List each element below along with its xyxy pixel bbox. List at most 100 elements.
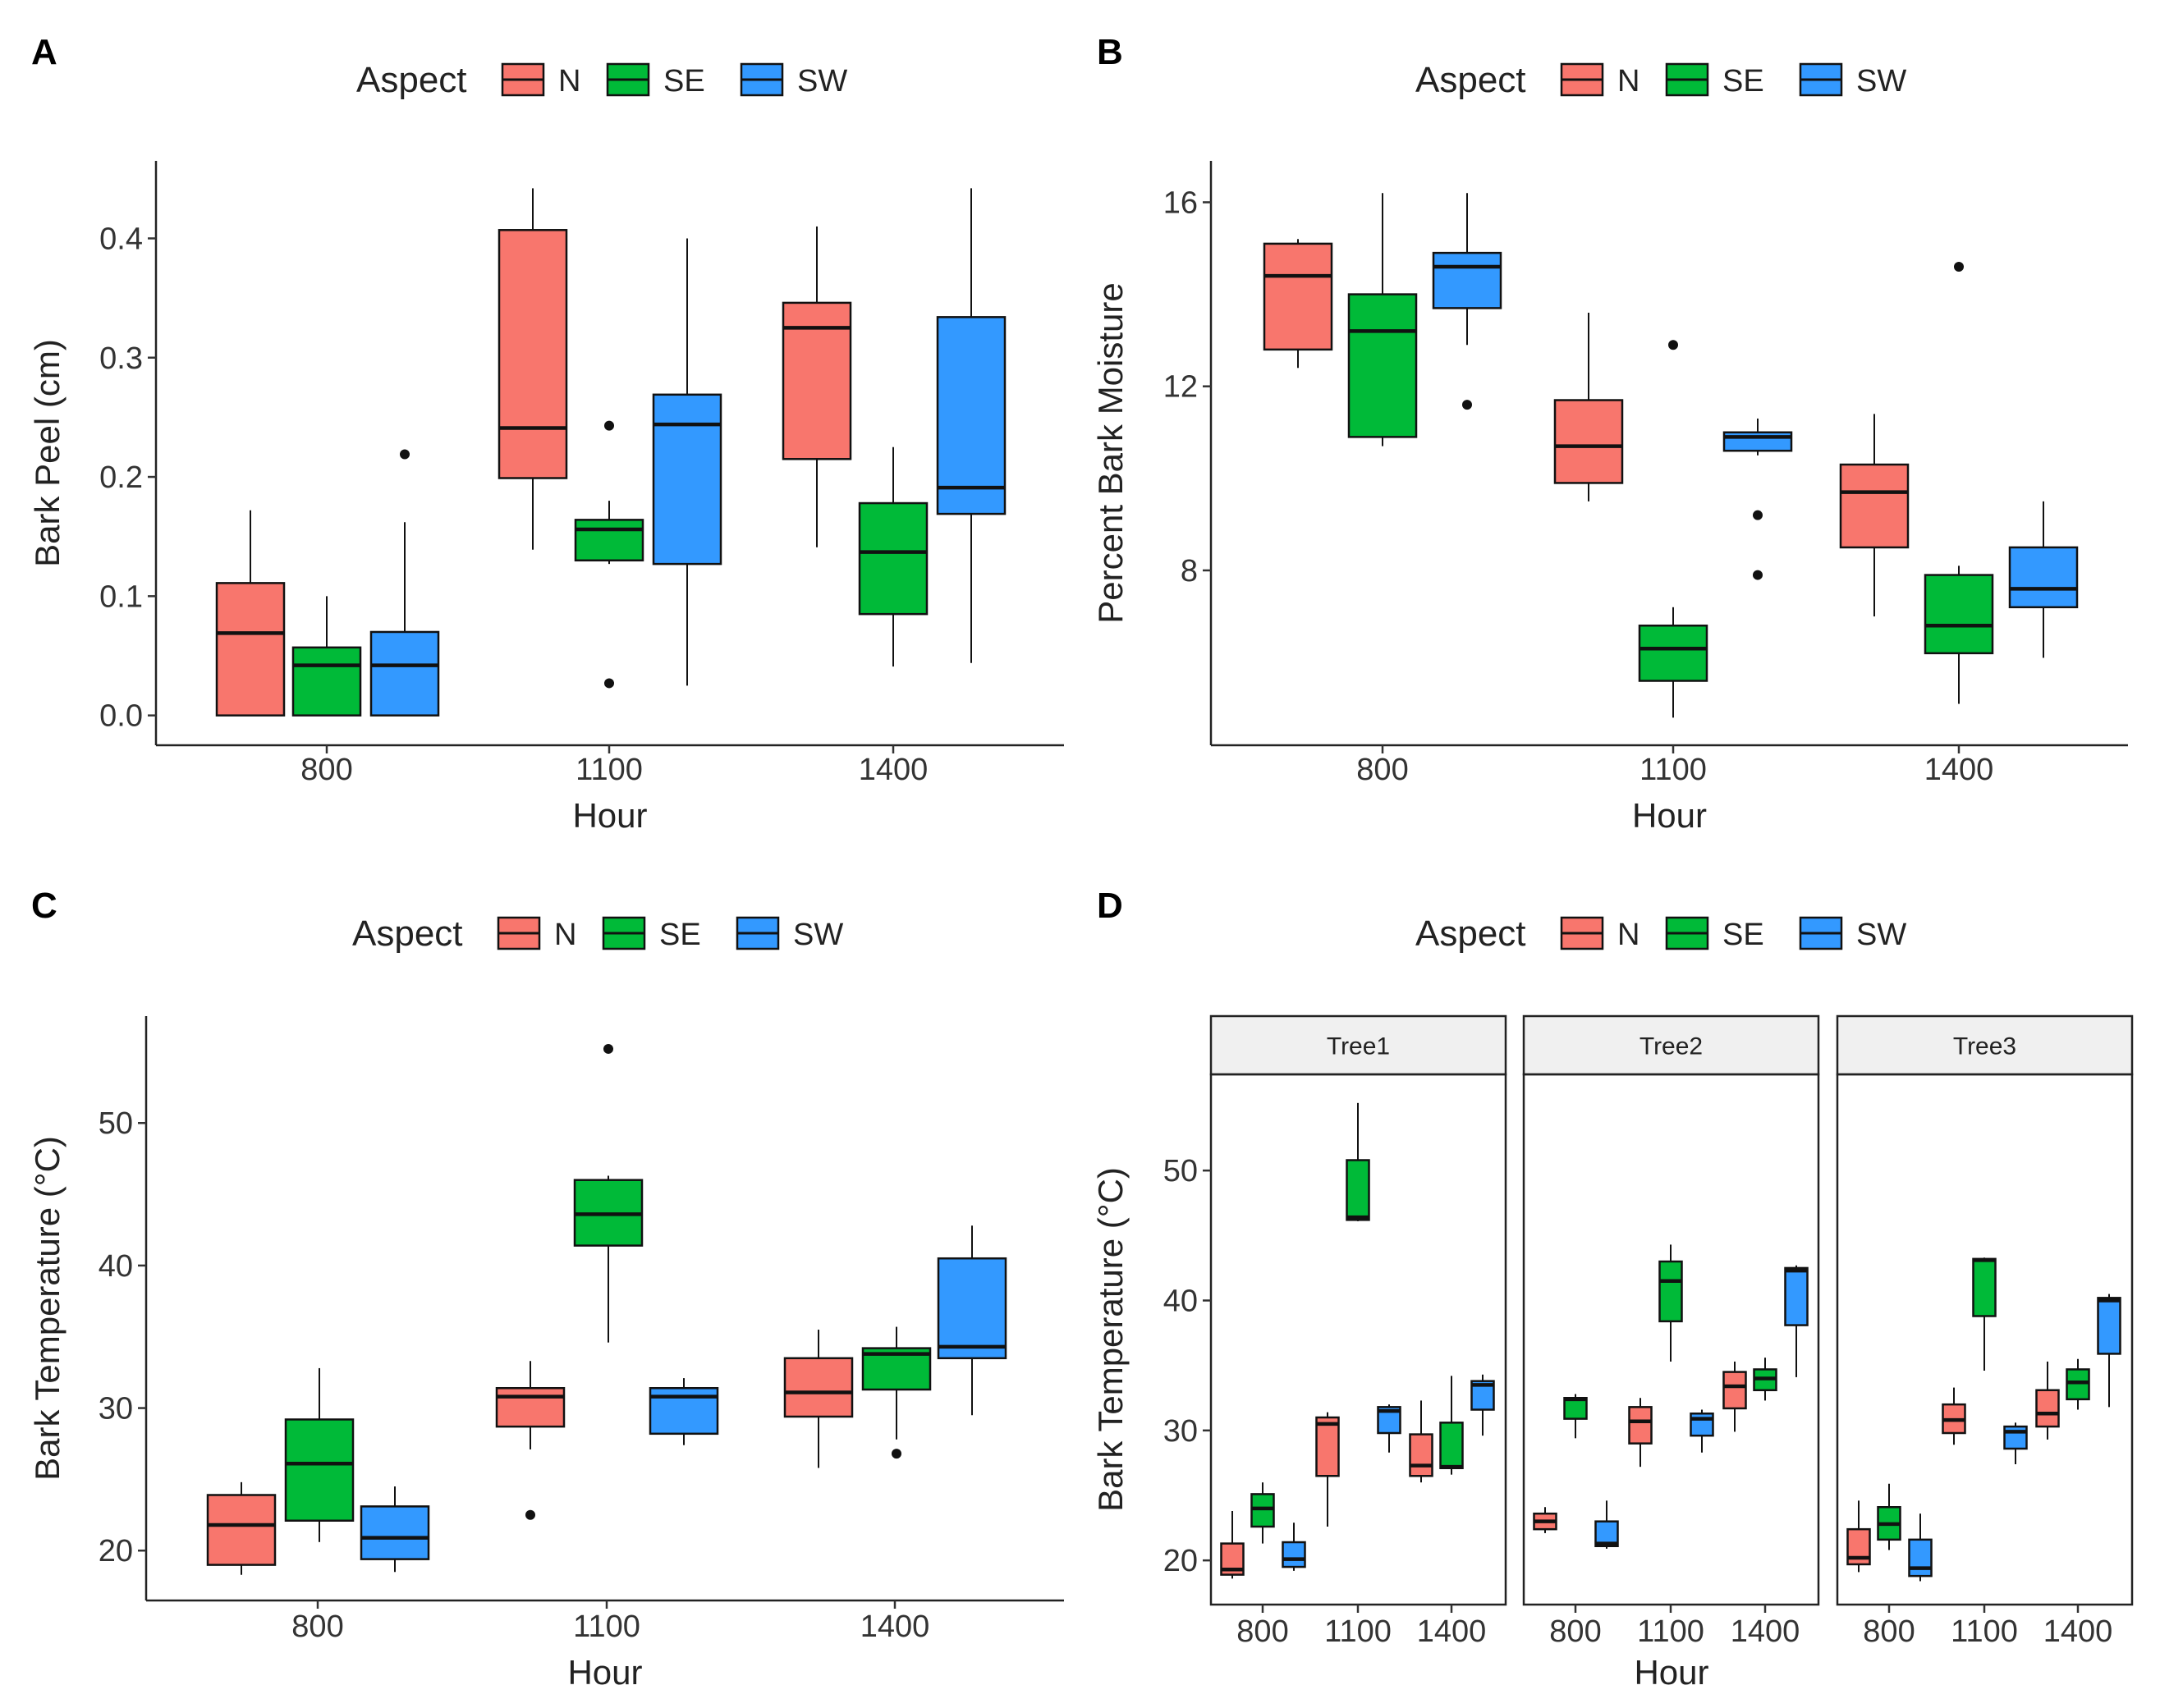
box-n-2 (1409, 1400, 1433, 1483)
box-n-0 (1220, 1511, 1245, 1579)
legend-key-n: N (501, 62, 580, 98)
legend-label-sw: SW (1856, 64, 1906, 98)
box-body (1690, 1413, 1714, 1437)
outlier-point (400, 449, 410, 460)
y-tick-label: 40 (1163, 1284, 1198, 1319)
box-n-1 (1942, 1387, 1966, 1445)
x-tick-label: 800 (300, 753, 352, 787)
legend-key-sw: SW (736, 916, 843, 952)
x-tick-label: 800 (1549, 1614, 1601, 1649)
x-tick-label: 1100 (576, 753, 643, 787)
box-body (2008, 546, 2079, 609)
legend-label-n: N (1617, 64, 1639, 98)
box-sw-0 (1908, 1513, 1933, 1582)
box-sw-1 (1722, 418, 1793, 580)
box-n-0 (1533, 1507, 1557, 1533)
box-se-0 (1347, 193, 1418, 446)
panel-c: C 20 30 40 50 800 1100 1400 Hour Bark Temperature… (28, 886, 1064, 1692)
y-tick-label: 0.3 (99, 341, 143, 376)
y-tick-label: 20 (99, 1534, 133, 1568)
box-body (1263, 242, 1333, 351)
legend-label-n: N (1617, 918, 1639, 952)
box-body (1432, 251, 1502, 309)
box-sw-0 (360, 1486, 430, 1573)
y-tick-label: 0.2 (99, 460, 143, 495)
box-body (1250, 1493, 1275, 1528)
panel-letter: B (1097, 32, 1123, 72)
box-sw-2 (936, 188, 1007, 663)
box-body (858, 501, 929, 616)
legend-title: Aspect (352, 914, 463, 954)
box-se-2 (1753, 1358, 1777, 1401)
box-se-1 (1638, 340, 1708, 718)
box-body (284, 1418, 355, 1523)
box-body (495, 1386, 566, 1428)
y-tick-label: 20 (1163, 1544, 1198, 1578)
box-sw-1 (1377, 1404, 1401, 1453)
outlier-point (604, 678, 614, 689)
box-n-1 (498, 188, 568, 550)
box-body (1439, 1422, 1464, 1470)
outlier-point (603, 1043, 613, 1054)
legend-label-se: SE (1722, 918, 1764, 952)
panel-d: D Tree1 20 30 40 50 800 1100 1400 Tree2 800 1100 140… (1091, 886, 2134, 1692)
box-sw-1 (1690, 1409, 1714, 1453)
legend-label-se: SE (1722, 64, 1764, 98)
x-tick-label: 1100 (573, 1610, 640, 1644)
box-body (652, 393, 722, 566)
box-se-1 (1658, 1244, 1683, 1362)
legend-key-n: N (1560, 62, 1639, 98)
x-axis-title: Hour (572, 796, 647, 835)
facet-tree2: Tree2 800 1100 1400 (1522, 1014, 1820, 1649)
box-se-2 (861, 1326, 932, 1459)
legend-label-se: SE (663, 64, 705, 98)
box-sw-0 (1594, 1500, 1619, 1549)
outlier-point (1668, 340, 1678, 350)
outlier-point (1753, 570, 1763, 580)
legend-key-n: N (497, 916, 576, 952)
y-tick-label: 8 (1181, 554, 1198, 588)
box-se-0 (1563, 1394, 1588, 1439)
box-body (936, 316, 1007, 515)
y-tick-label: 40 (99, 1249, 133, 1284)
y-axis-title: Bark Peel (cm) (28, 339, 66, 567)
box-se-1 (573, 1043, 644, 1343)
box-body (574, 519, 644, 562)
y-tick-label: 30 (99, 1392, 133, 1426)
facet-strip-label: Tree3 (1953, 1033, 2016, 1060)
legend-title: Aspect (1415, 914, 1526, 954)
y-tick-label: 16 (1163, 185, 1198, 220)
legend-label-n: N (554, 918, 576, 952)
panel-b: B 8 12 16 800 1100 1400 Hour Percent Bark Moistu… (1091, 32, 2128, 835)
legend-key-se: SE (1665, 62, 1764, 98)
y-tick-label: 30 (1163, 1414, 1198, 1449)
box-body (291, 646, 362, 717)
box-body (1924, 574, 1994, 655)
box-body (2066, 1368, 2090, 1401)
outlier-point (604, 420, 614, 431)
x-tick-label: 800 (291, 1610, 343, 1644)
box-sw-2 (2008, 501, 2079, 658)
legend-label-n: N (558, 64, 580, 98)
box-body (360, 1505, 430, 1560)
box-sw-1 (649, 1378, 719, 1445)
y-tick-label: 12 (1163, 370, 1198, 405)
box-sw-1 (2003, 1422, 2028, 1464)
box-n-2 (2035, 1361, 2060, 1440)
x-tick-label: 1100 (1324, 1614, 1392, 1649)
x-tick-label: 1400 (859, 753, 929, 787)
panel-letter: C (31, 886, 57, 926)
x-axis-title: Hour (1632, 796, 1707, 835)
box-body (206, 1494, 277, 1566)
box-n-2 (1839, 414, 1910, 617)
y-tick-label: 0.4 (99, 222, 143, 256)
legend-key-se: SE (606, 62, 705, 98)
box-n-0 (1263, 239, 1333, 369)
y-tick-label: 0.1 (99, 579, 143, 614)
x-tick-label: 1400 (860, 1610, 930, 1644)
box-n-0 (1846, 1500, 1871, 1573)
panel-a: A 0.0 0.1 0.2 0.3 0.4 800 1100 1400 Hour Bark Peel… (28, 32, 1064, 835)
facet-tree3: Tree3 800 1100 1400 (1836, 1014, 2134, 1649)
box-body (1409, 1433, 1433, 1477)
box-n-1 (495, 1361, 566, 1520)
